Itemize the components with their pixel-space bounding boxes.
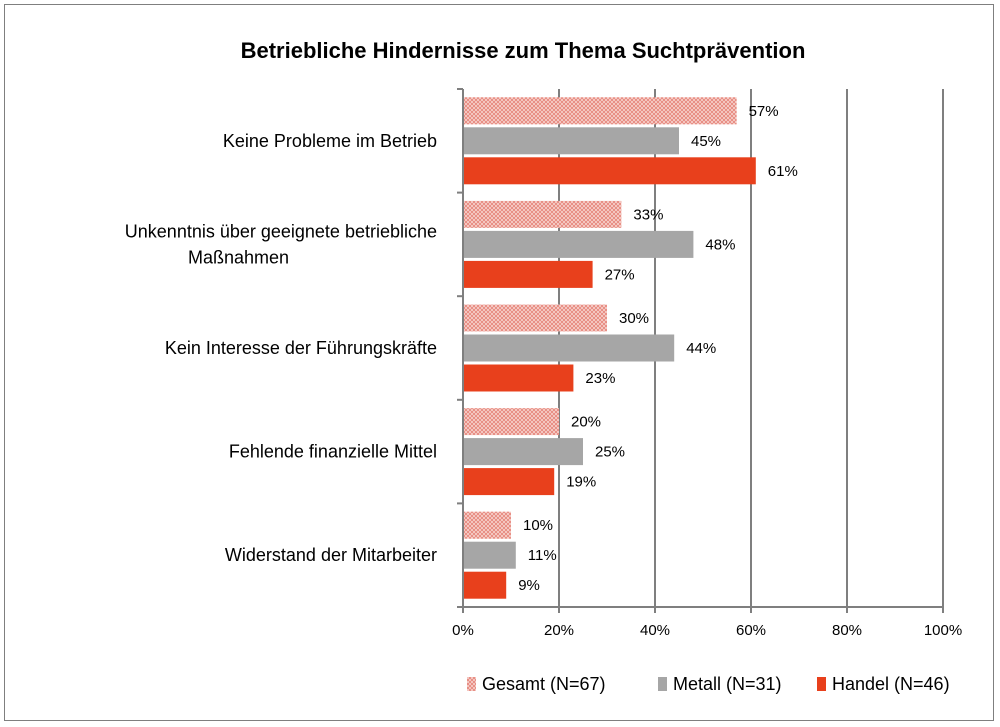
category-label: Keine Probleme im Betrieb — [223, 131, 437, 151]
bar — [463, 97, 737, 125]
category-label-line: Kein Interesse der Führungskräfte — [165, 338, 437, 358]
bar — [463, 200, 622, 228]
category-label: Unkenntnis über geeignete betriebliche Ma… — [125, 221, 437, 267]
bar — [463, 438, 583, 466]
category-label-line: Unkenntnis über geeignete betriebliche — [125, 221, 437, 241]
data-label: 27% — [605, 266, 635, 283]
axes — [457, 88, 944, 613]
legend-swatch — [467, 677, 476, 691]
chart-frame: Betriebliche Hindernisse zum Thema Sucht… — [4, 4, 994, 721]
data-label: 44% — [686, 340, 716, 357]
data-label: 61% — [768, 163, 798, 180]
bar — [463, 511, 511, 539]
bar — [463, 157, 756, 185]
category-label-line: Widerstand der Mitarbeiter — [225, 545, 437, 565]
bar — [463, 364, 574, 392]
category-label-line: Fehlende finanzielle Mittel — [229, 442, 437, 462]
legend-label: Handel (N=46) — [832, 674, 950, 694]
legend: Gesamt (N=67) Metall (N=31) Handel (N=46) — [467, 674, 950, 694]
data-label: 48% — [705, 236, 735, 253]
bar — [463, 260, 593, 288]
chart-title: Betriebliche Hindernisse zum Thema Sucht… — [241, 38, 806, 63]
bar — [463, 127, 679, 155]
x-tick-label: 20% — [544, 622, 574, 639]
bars — [463, 97, 756, 599]
data-label: 23% — [585, 370, 615, 387]
bar — [463, 571, 507, 599]
legend-swatch — [817, 677, 826, 691]
data-label: 30% — [619, 310, 649, 327]
bar — [463, 334, 675, 362]
category-label: Kein Interesse der Führungskräfte — [165, 338, 437, 358]
category-label-line: Keine Probleme im Betrieb — [223, 131, 437, 151]
bar — [463, 304, 607, 332]
data-label: 25% — [595, 444, 625, 461]
x-tick-label: 0% — [452, 622, 474, 639]
bar — [463, 230, 694, 258]
data-label: 57% — [749, 103, 779, 120]
category-label: Fehlende finanzielle Mittel — [229, 442, 437, 462]
data-label: 10% — [523, 517, 553, 534]
category-label-line: Maßnahmen — [188, 247, 289, 267]
data-label: 45% — [691, 133, 721, 150]
category-label: Widerstand der Mitarbeiter — [225, 545, 437, 565]
category-labels: Keine Probleme im Betrieb Unkenntnis über… — [125, 131, 437, 565]
bar — [463, 468, 555, 496]
bar — [463, 408, 559, 436]
x-tick-label: 40% — [640, 622, 670, 639]
legend-label: Gesamt (N=67) — [482, 674, 606, 694]
data-label: 33% — [633, 206, 663, 223]
data-label: 19% — [566, 474, 596, 491]
legend-label: Metall (N=31) — [673, 674, 782, 694]
data-label: 11% — [528, 547, 557, 564]
legend-swatch — [658, 677, 667, 691]
data-label: 20% — [571, 414, 601, 431]
x-tick-labels: 0% 20% 40% 60% 80% 100% — [452, 622, 962, 639]
x-tick-label: 100% — [924, 622, 962, 639]
x-tick-label: 80% — [832, 622, 862, 639]
data-label: 9% — [518, 577, 540, 594]
value-labels: 57% 45% 61% 33% 48% 27% 30% 44% 23% 20% 25% 19% 10% 1… — [518, 103, 798, 594]
bar — [463, 541, 516, 569]
x-tick-label: 60% — [736, 622, 766, 639]
bar-chart: Betriebliche Hindernisse zum Thema Sucht… — [125, 38, 962, 694]
